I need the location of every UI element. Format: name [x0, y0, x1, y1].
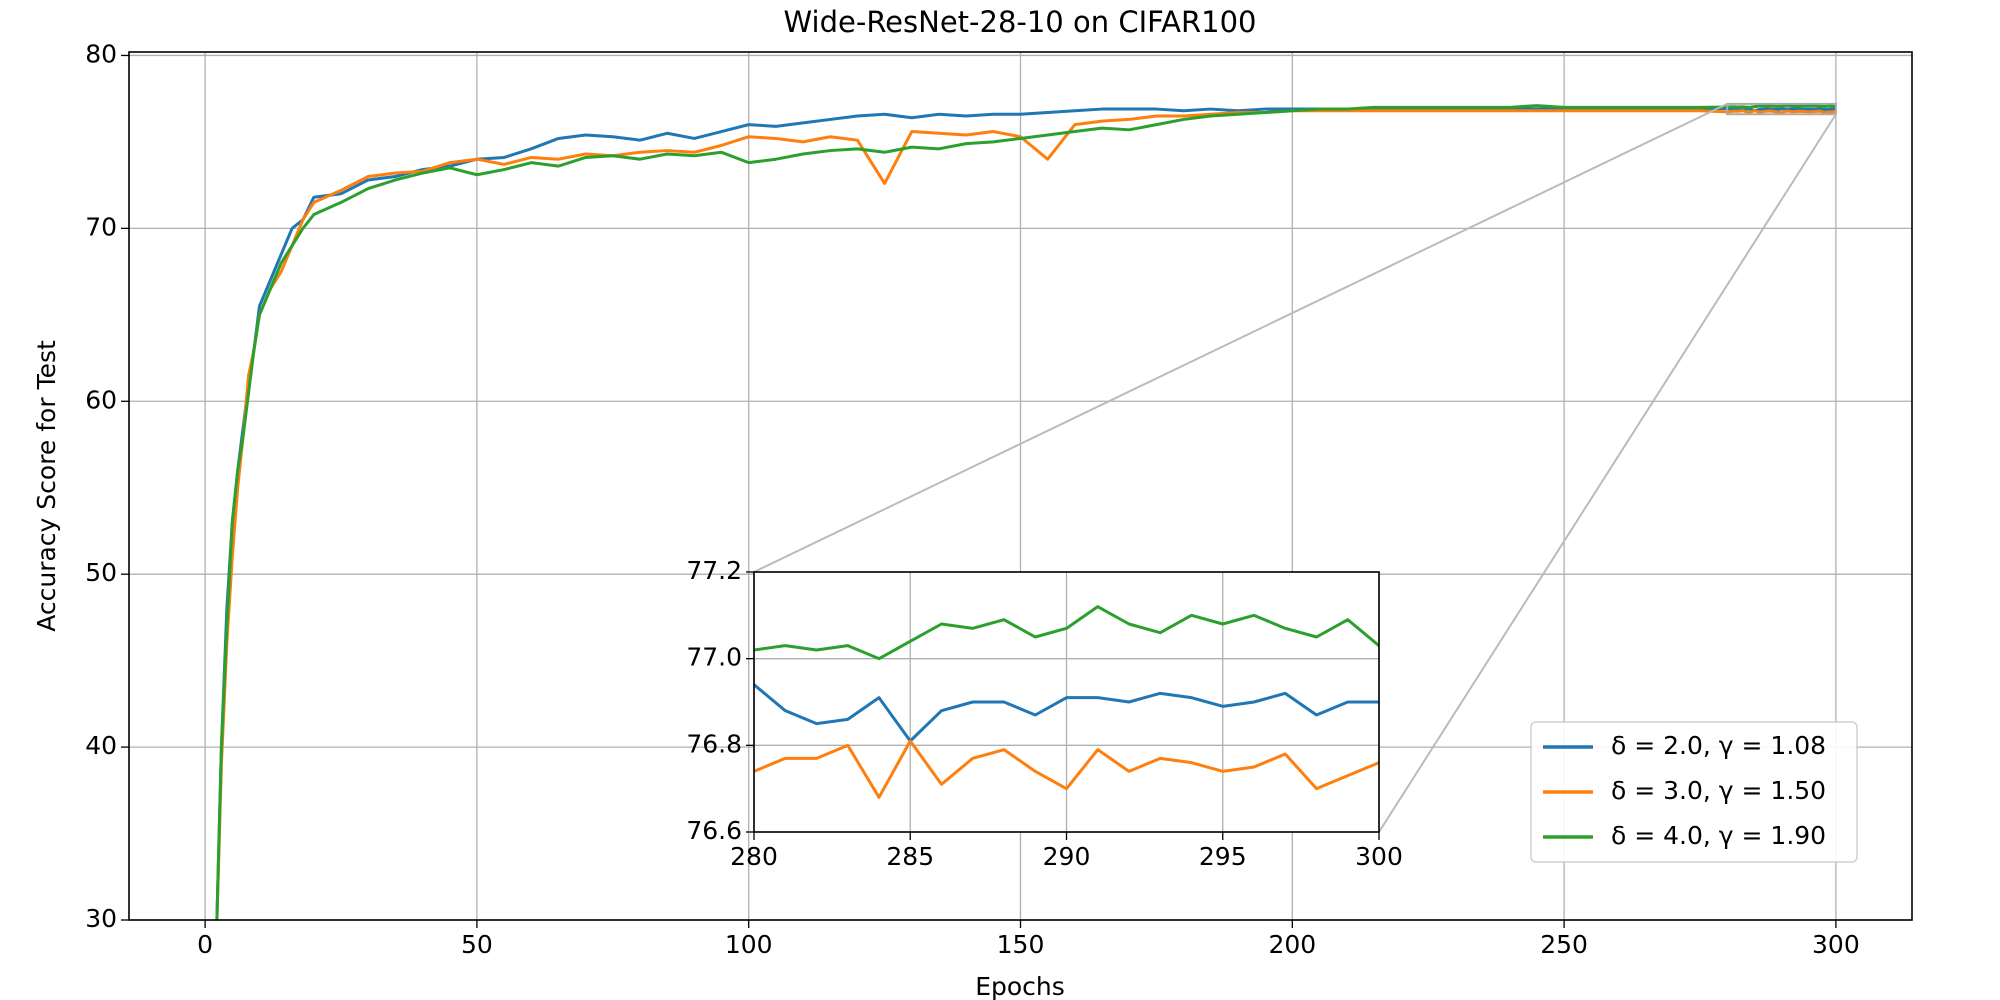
series-line [215, 103, 1837, 920]
x-tick-label: 100 [725, 930, 773, 959]
x-tick-label: 290 [1043, 842, 1091, 871]
x-tick-label: 295 [1199, 842, 1247, 871]
x-tick-label: 280 [730, 842, 778, 871]
y-axis-label: Accuracy Score for Test [32, 340, 61, 632]
x-tick-label: 300 [1355, 842, 1403, 871]
plot-frame [128, 51, 1913, 921]
y-tick-label: 80 [85, 39, 117, 68]
series-lines [215, 103, 1837, 920]
series-line [215, 106, 1836, 920]
y-tick-label: 77.2 [686, 556, 742, 585]
y-tick-label: 50 [85, 558, 117, 587]
legend-label: δ = 2.0, γ = 1.08 [1611, 731, 1826, 760]
x-tick-label: 285 [886, 842, 934, 871]
x-tick-label: 0 [197, 930, 213, 959]
y-tick-label: 76.6 [686, 816, 742, 845]
y-tick-label: 77.0 [686, 643, 742, 672]
legend: δ = 2.0, γ = 1.08 δ = 3.0, γ = 1.50 δ = 4.… [1530, 721, 1858, 863]
series-line [215, 109, 1837, 920]
series-lines [754, 605, 1379, 799]
x-axis-label: Epochs [975, 972, 1065, 1000]
y-tick-label: 40 [85, 731, 117, 760]
x-tick-label: 200 [1268, 930, 1316, 959]
y-tick-label: 30 [85, 904, 117, 933]
y-tick-label: 60 [85, 385, 117, 414]
x-tick-label: 150 [997, 930, 1045, 959]
x-tick-label: 50 [461, 930, 493, 959]
zoom-connector [753, 102, 1728, 573]
y-tick-label: 76.8 [686, 729, 742, 758]
chart-title: Wide-ResNet-28-10 on CIFAR100 [784, 5, 1257, 39]
inset-plot: 280 285 290 295 300 76.6 76.8 77.0 77.2 [686, 556, 1403, 871]
series-line [754, 739, 1379, 799]
x-tick-label: 300 [1812, 930, 1860, 959]
y-tick-label: 70 [85, 212, 117, 241]
zoom-connector [1378, 113, 1837, 833]
legend-box [1530, 721, 1858, 863]
x-tick-label: 250 [1540, 930, 1588, 959]
legend-label: δ = 3.0, γ = 1.50 [1611, 776, 1826, 805]
series-line [754, 605, 1379, 661]
zoom-box [1726, 102, 1837, 116]
plot-frame [753, 571, 1380, 833]
series-line [754, 683, 1379, 743]
legend-label: δ = 4.0, γ = 1.90 [1611, 821, 1826, 850]
